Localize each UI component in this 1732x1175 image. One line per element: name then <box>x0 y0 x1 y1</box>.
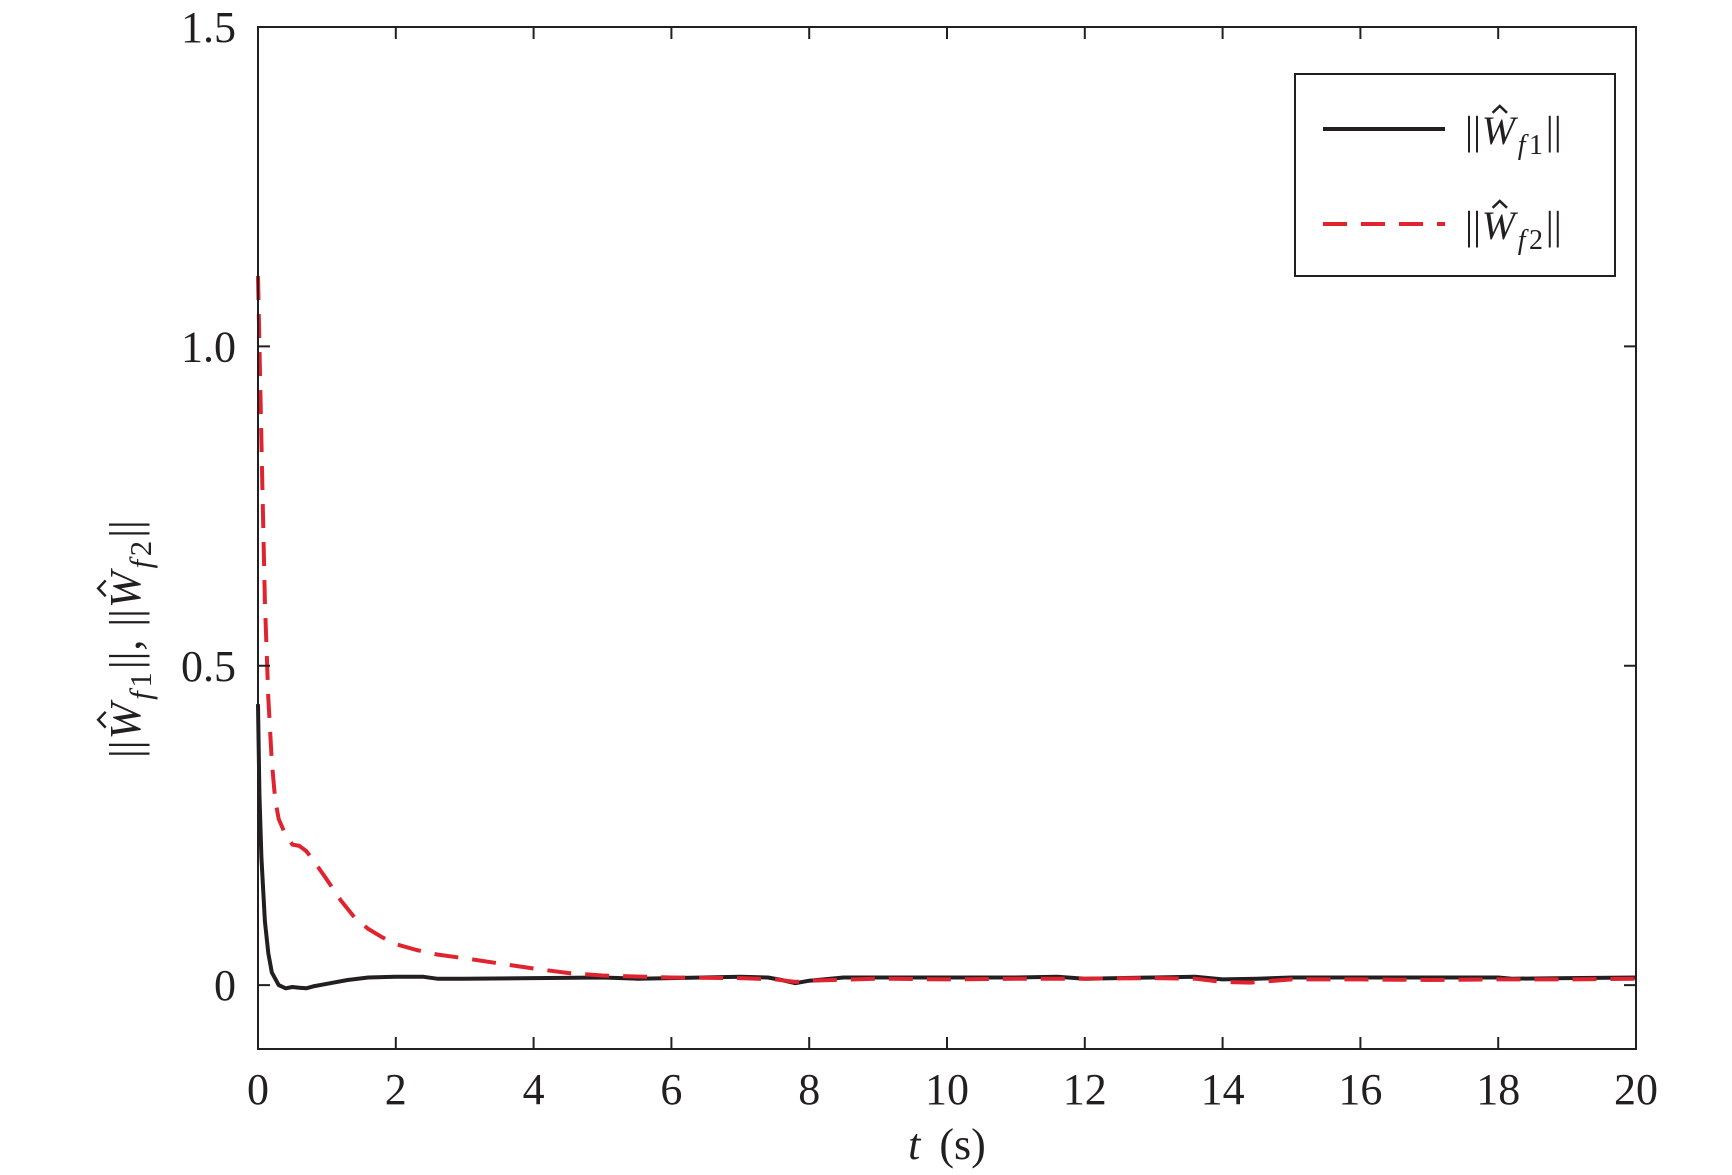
y-tick-label: 1.5 <box>181 3 236 52</box>
x-tick-label: 20 <box>1614 1065 1658 1114</box>
y-tick-label: 0.5 <box>181 642 236 691</box>
norm-base: W <box>101 568 150 608</box>
norm-base: W <box>101 700 150 740</box>
x-tick-label: 6 <box>660 1065 682 1114</box>
norm-bars-left: || <box>101 609 150 627</box>
x-axis-variable: t <box>908 1120 922 1169</box>
y-label-comma: , <box>101 640 150 651</box>
norm-bars-left: || <box>101 740 150 758</box>
norm-bars-right: || <box>101 651 150 669</box>
series-line-f2 <box>256 276 1637 985</box>
norm-base: W <box>1482 108 1519 153</box>
norm-subscript-letter: f <box>124 687 158 700</box>
norm-subscript-letter: f <box>124 556 158 569</box>
series-line-f1 <box>256 704 1637 991</box>
x-tick-label: 14 <box>1201 1065 1245 1114</box>
x-tick-label: 2 <box>385 1065 407 1114</box>
norm-base: W <box>1482 203 1519 248</box>
norm-bars-right: || <box>1546 203 1562 248</box>
norm-subscript-number: 1 <box>124 672 158 687</box>
norm-subscript-letter: f <box>1518 130 1529 161</box>
hat-accent <box>1491 104 1508 114</box>
series-layer <box>256 276 1637 991</box>
norm-bars-right: || <box>1546 108 1562 153</box>
norm-subscript-number: 2 <box>124 541 158 556</box>
x-tick-label: 4 <box>523 1065 545 1114</box>
norm-bars-left: || <box>1465 108 1481 153</box>
x-tick-label: 10 <box>925 1065 969 1114</box>
legend-box <box>1294 73 1616 277</box>
y-tick-label: 0 <box>214 961 236 1010</box>
norm-subscript-number: 2 <box>1529 225 1543 256</box>
norm-term-y-f1: ||Wf1|| <box>96 651 158 758</box>
norm-term-y-f2: ||Wf2|| <box>96 520 158 627</box>
y-tick-label: 1.0 <box>181 322 236 371</box>
x-axis-unit: (s) <box>939 1120 985 1169</box>
hat-accent <box>1491 199 1508 209</box>
y-axis-label: ||Wf1||,||Wf2|| <box>96 520 158 758</box>
x-tick-label: 0 <box>247 1065 269 1114</box>
hat-accent <box>96 579 107 598</box>
x-tick-label: 8 <box>798 1065 820 1114</box>
x-tick-label: 12 <box>1063 1065 1107 1114</box>
x-tick-label: 18 <box>1476 1065 1520 1114</box>
norm-subscript-number: 1 <box>1529 130 1543 161</box>
x-axis-label: t (s) <box>908 1120 986 1169</box>
norm-bars-right: || <box>101 520 150 538</box>
y-axis-label-text: ||Wf1||,||Wf2|| <box>96 520 158 758</box>
hat-accent <box>96 710 107 729</box>
norm-bars-left: || <box>1465 203 1481 248</box>
norm-subscript-letter: f <box>1518 225 1529 256</box>
x-tick-label: 16 <box>1338 1065 1382 1114</box>
